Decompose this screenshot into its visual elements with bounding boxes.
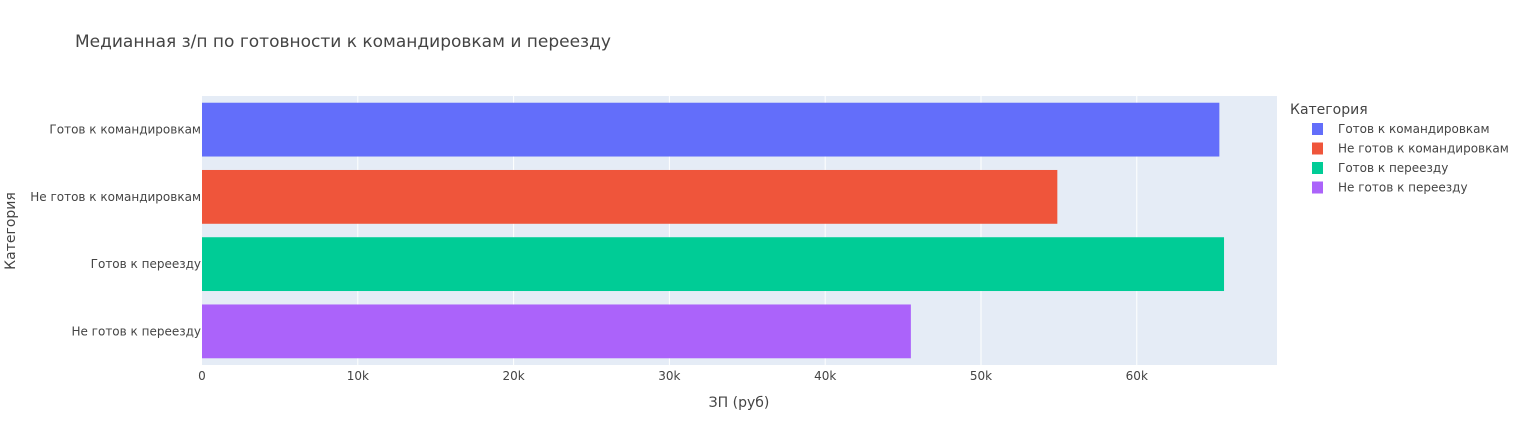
x-tick-label: 30k xyxy=(658,369,680,383)
x-tick-labels: 0 10k 20k 30k 40k 50k 60k xyxy=(198,369,1148,383)
bars xyxy=(202,102,1225,359)
y-tick-label: Не готов к переезду xyxy=(71,324,201,338)
x-tick-label: 20k xyxy=(502,369,524,383)
bar[interactable] xyxy=(202,169,1058,224)
legend-swatch[interactable] xyxy=(1312,181,1323,194)
legend: Категория Готов к командировкам Не готов … xyxy=(1290,102,1509,195)
legend-item-label[interactable]: Не готов к переезду xyxy=(1338,181,1468,195)
y-tick-label: Не готов к командировкам xyxy=(30,190,201,204)
bar[interactable] xyxy=(202,304,911,359)
y-axis-title: Категория xyxy=(3,192,19,270)
bar[interactable] xyxy=(202,102,1220,157)
x-tick-label: 40k xyxy=(814,369,836,383)
y-tick-label: Готов к командировкам xyxy=(49,123,201,137)
legend-item-label[interactable]: Готов к командировкам xyxy=(1338,122,1490,136)
chart-title: Медианная з/п по готовности к командиров… xyxy=(75,32,611,52)
y-tick-label: Готов к переезду xyxy=(91,257,201,271)
y-tick-labels: Готов к командировкам Не готов к командир… xyxy=(30,123,201,339)
legend-swatch[interactable] xyxy=(1312,142,1323,155)
legend-title: Категория xyxy=(1290,102,1368,118)
x-tick-label: 50k xyxy=(970,369,992,383)
legend-swatch[interactable] xyxy=(1312,162,1323,174)
legend-item-label[interactable]: Готов к переезду xyxy=(1338,161,1448,175)
x-tick-label: 60k xyxy=(1126,369,1148,383)
x-axis-title: ЗП (руб) xyxy=(709,395,770,411)
bar[interactable] xyxy=(202,237,1225,292)
x-tick-label: 10k xyxy=(347,369,369,383)
legend-swatch[interactable] xyxy=(1312,123,1323,135)
legend-item-label[interactable]: Не готов к командировкам xyxy=(1338,142,1509,156)
x-tick-label: 0 xyxy=(198,369,206,383)
